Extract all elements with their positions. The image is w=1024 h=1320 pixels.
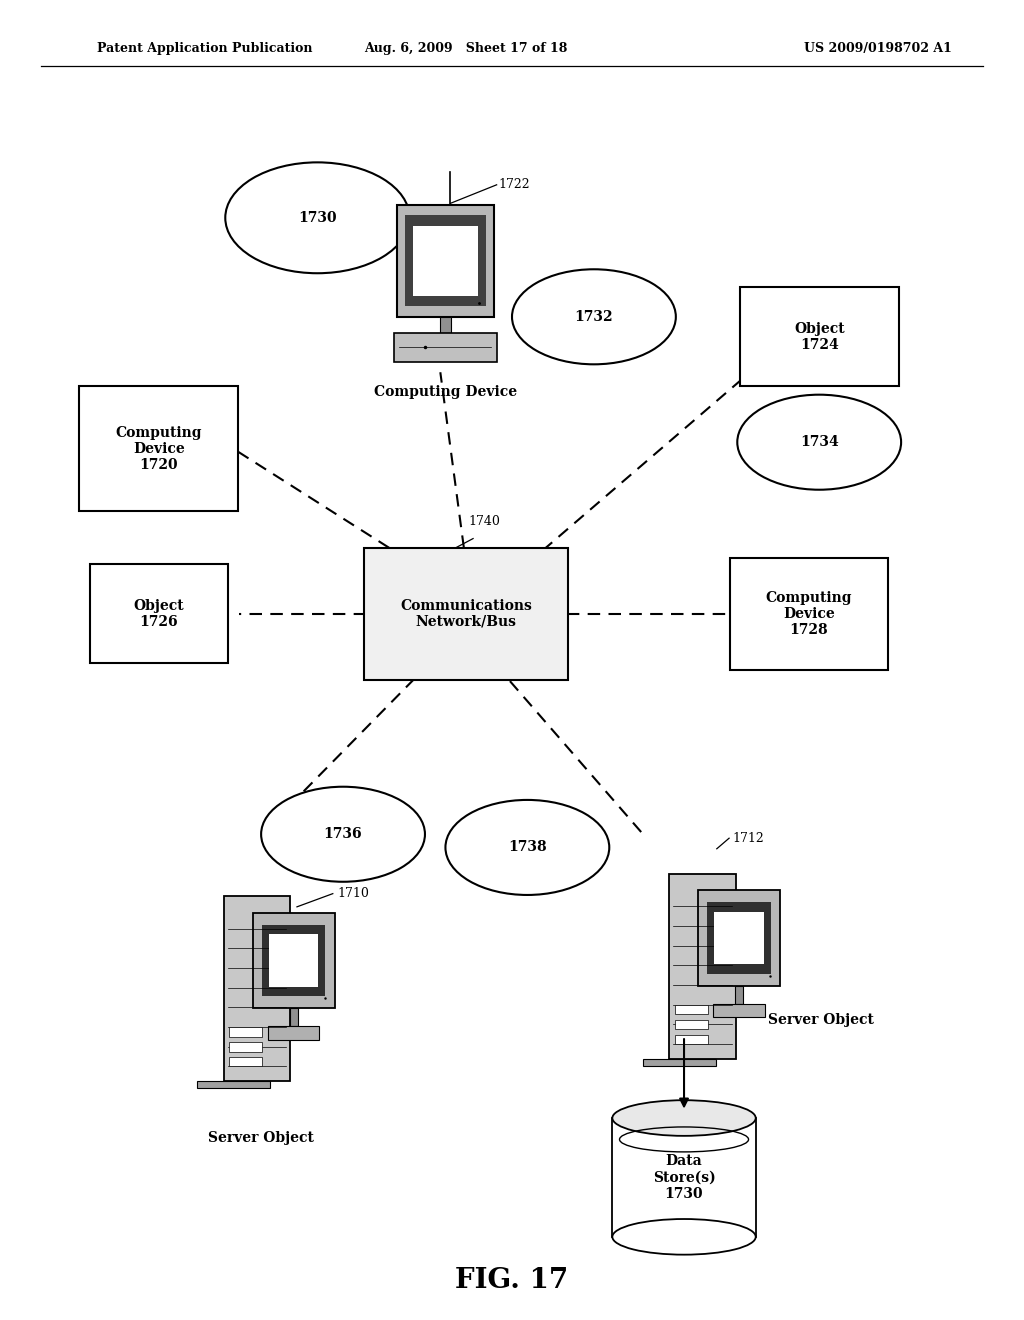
- Bar: [229, 1043, 262, 1052]
- Text: Patent Application Publication: Patent Application Publication: [97, 42, 312, 55]
- Bar: [714, 1005, 765, 1018]
- Text: 1712: 1712: [732, 832, 764, 845]
- Text: Object
1724: Object 1724: [794, 322, 845, 351]
- Text: 1738: 1738: [508, 841, 547, 854]
- Text: FIG. 17: FIG. 17: [456, 1267, 568, 1294]
- Bar: [229, 1027, 262, 1036]
- Bar: [397, 205, 495, 317]
- Ellipse shape: [737, 395, 901, 490]
- Text: 1730: 1730: [298, 211, 337, 224]
- Text: Aug. 6, 2009   Sheet 17 of 18: Aug. 6, 2009 Sheet 17 of 18: [365, 42, 567, 55]
- Ellipse shape: [512, 269, 676, 364]
- Bar: [406, 215, 486, 306]
- Ellipse shape: [225, 162, 410, 273]
- Text: 1710: 1710: [338, 887, 370, 900]
- Bar: [675, 1005, 708, 1014]
- Text: 1732: 1732: [574, 310, 613, 323]
- Bar: [698, 891, 780, 986]
- Text: 1740: 1740: [468, 515, 500, 528]
- Bar: [290, 1008, 298, 1027]
- Text: Server Object: Server Object: [208, 1131, 314, 1146]
- Bar: [414, 226, 477, 296]
- Text: Data
Store(s)
1730: Data Store(s) 1730: [652, 1154, 716, 1201]
- Text: Computing
Device
1720: Computing Device 1720: [116, 425, 202, 473]
- FancyBboxPatch shape: [90, 565, 227, 663]
- FancyBboxPatch shape: [739, 288, 899, 385]
- Bar: [268, 1027, 319, 1040]
- Ellipse shape: [612, 1220, 756, 1254]
- Bar: [262, 925, 326, 997]
- Bar: [440, 317, 451, 333]
- Text: Communications
Network/Bus: Communications Network/Bus: [400, 599, 531, 628]
- Bar: [612, 1118, 756, 1237]
- Bar: [670, 874, 736, 1059]
- FancyBboxPatch shape: [364, 548, 568, 680]
- Bar: [715, 912, 764, 965]
- FancyBboxPatch shape: [80, 385, 238, 511]
- Bar: [735, 986, 743, 1005]
- Bar: [223, 896, 291, 1081]
- Text: Server Object: Server Object: [768, 1014, 873, 1027]
- Bar: [675, 1035, 708, 1044]
- Text: 1734: 1734: [800, 436, 839, 449]
- Bar: [253, 913, 335, 1008]
- Bar: [643, 1059, 716, 1067]
- Text: Computing Device: Computing Device: [374, 385, 517, 400]
- Text: 1736: 1736: [324, 828, 362, 841]
- Ellipse shape: [261, 787, 425, 882]
- Text: US 2009/0198702 A1: US 2009/0198702 A1: [805, 42, 952, 55]
- Text: 1722: 1722: [499, 178, 530, 191]
- Bar: [708, 903, 771, 974]
- Ellipse shape: [445, 800, 609, 895]
- Bar: [269, 935, 318, 987]
- Bar: [394, 333, 497, 362]
- Ellipse shape: [612, 1101, 756, 1135]
- Bar: [229, 1057, 262, 1067]
- Text: Object
1726: Object 1726: [133, 599, 184, 628]
- Bar: [197, 1081, 270, 1089]
- Bar: [675, 1020, 708, 1030]
- Text: Computing
Device
1728: Computing Device 1728: [766, 590, 852, 638]
- FancyBboxPatch shape: [729, 557, 889, 671]
